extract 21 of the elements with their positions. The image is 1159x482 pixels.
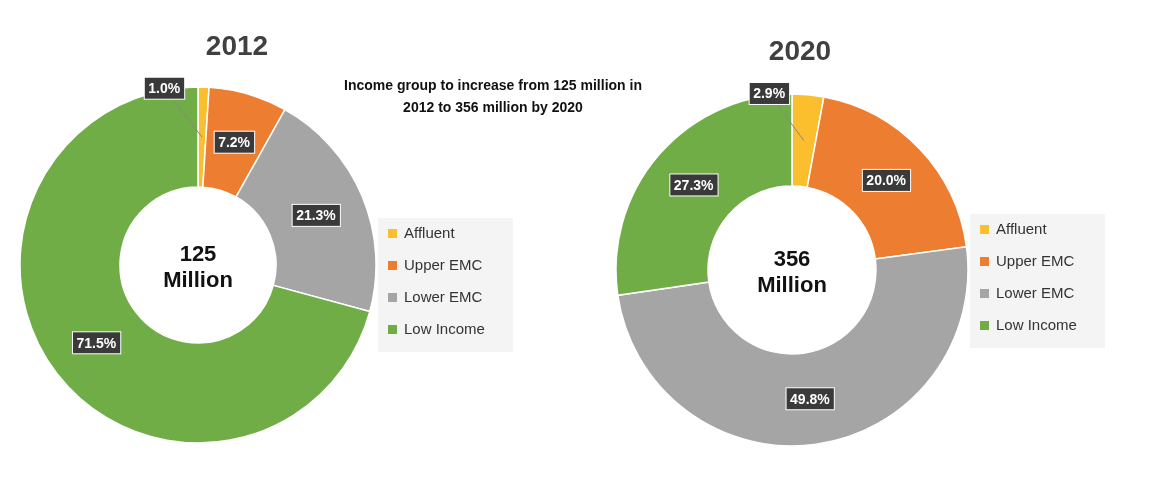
- legend-label: Affluent: [996, 220, 1048, 237]
- data-label: 71.5%: [76, 334, 117, 351]
- data-label: 20.0%: [866, 172, 907, 189]
- data-label: 27.3%: [673, 176, 715, 193]
- chart-title: 2020: [768, 35, 832, 66]
- text: 356 Million: [757, 246, 827, 297]
- data-label: 1.0%: [148, 80, 181, 97]
- legend-label: Upper EMC: [996, 252, 1075, 269]
- chart-subtitle: Income group to increase from 125 million in 2012 to 356 million by 2020: [344, 77, 642, 115]
- legend-label: Upper EMC: [404, 256, 483, 273]
- legend-label: Low Income: [404, 320, 485, 337]
- data-label: 49.8%: [790, 390, 831, 407]
- data-label: 21.3%: [296, 207, 337, 224]
- legend-label: Low Income: [996, 316, 1077, 333]
- data-label: 7.2%: [218, 134, 251, 151]
- chart-title: 2012: [205, 30, 269, 61]
- text: 125 Million: [163, 241, 233, 292]
- legend-label: Lower EMC: [996, 284, 1075, 301]
- legend-label: Affluent: [404, 224, 456, 241]
- legend-label: Lower EMC: [404, 288, 483, 305]
- data-label: 2.9%: [753, 85, 786, 102]
